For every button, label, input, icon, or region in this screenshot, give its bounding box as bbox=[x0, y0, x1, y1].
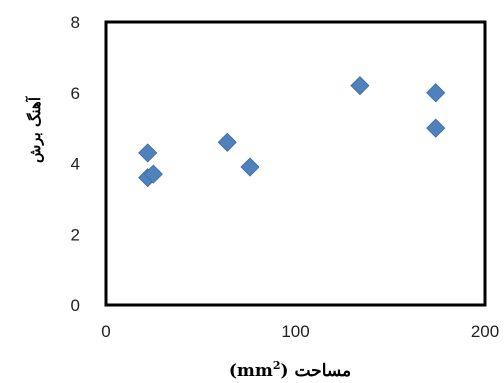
data-point bbox=[138, 143, 158, 163]
data-point bbox=[143, 164, 163, 184]
y-tick-label: 8 bbox=[71, 13, 80, 32]
data-point bbox=[217, 132, 237, 152]
x-axis-ticks: 0 100 200 bbox=[101, 322, 499, 341]
data-point bbox=[240, 157, 260, 177]
data-point bbox=[426, 83, 446, 103]
x-axis-label: مساحت (mm2) bbox=[229, 359, 351, 381]
y-tick-label: 6 bbox=[71, 84, 80, 103]
plot-area-border bbox=[104, 20, 487, 307]
y-tick-label: 0 bbox=[71, 296, 80, 315]
x-tick-label: 0 bbox=[101, 322, 110, 341]
data-point bbox=[350, 76, 370, 96]
y-tick-label: 2 bbox=[71, 225, 80, 244]
data-point bbox=[426, 118, 446, 138]
y-tick-label: 4 bbox=[71, 155, 80, 174]
data-points bbox=[138, 76, 446, 188]
x-tick-label: 100 bbox=[281, 322, 309, 341]
y-axis-label: آهنگ برش bbox=[25, 95, 44, 163]
x-tick-label: 200 bbox=[471, 322, 499, 341]
y-axis-ticks: 0 2 4 6 8 bbox=[71, 13, 80, 315]
